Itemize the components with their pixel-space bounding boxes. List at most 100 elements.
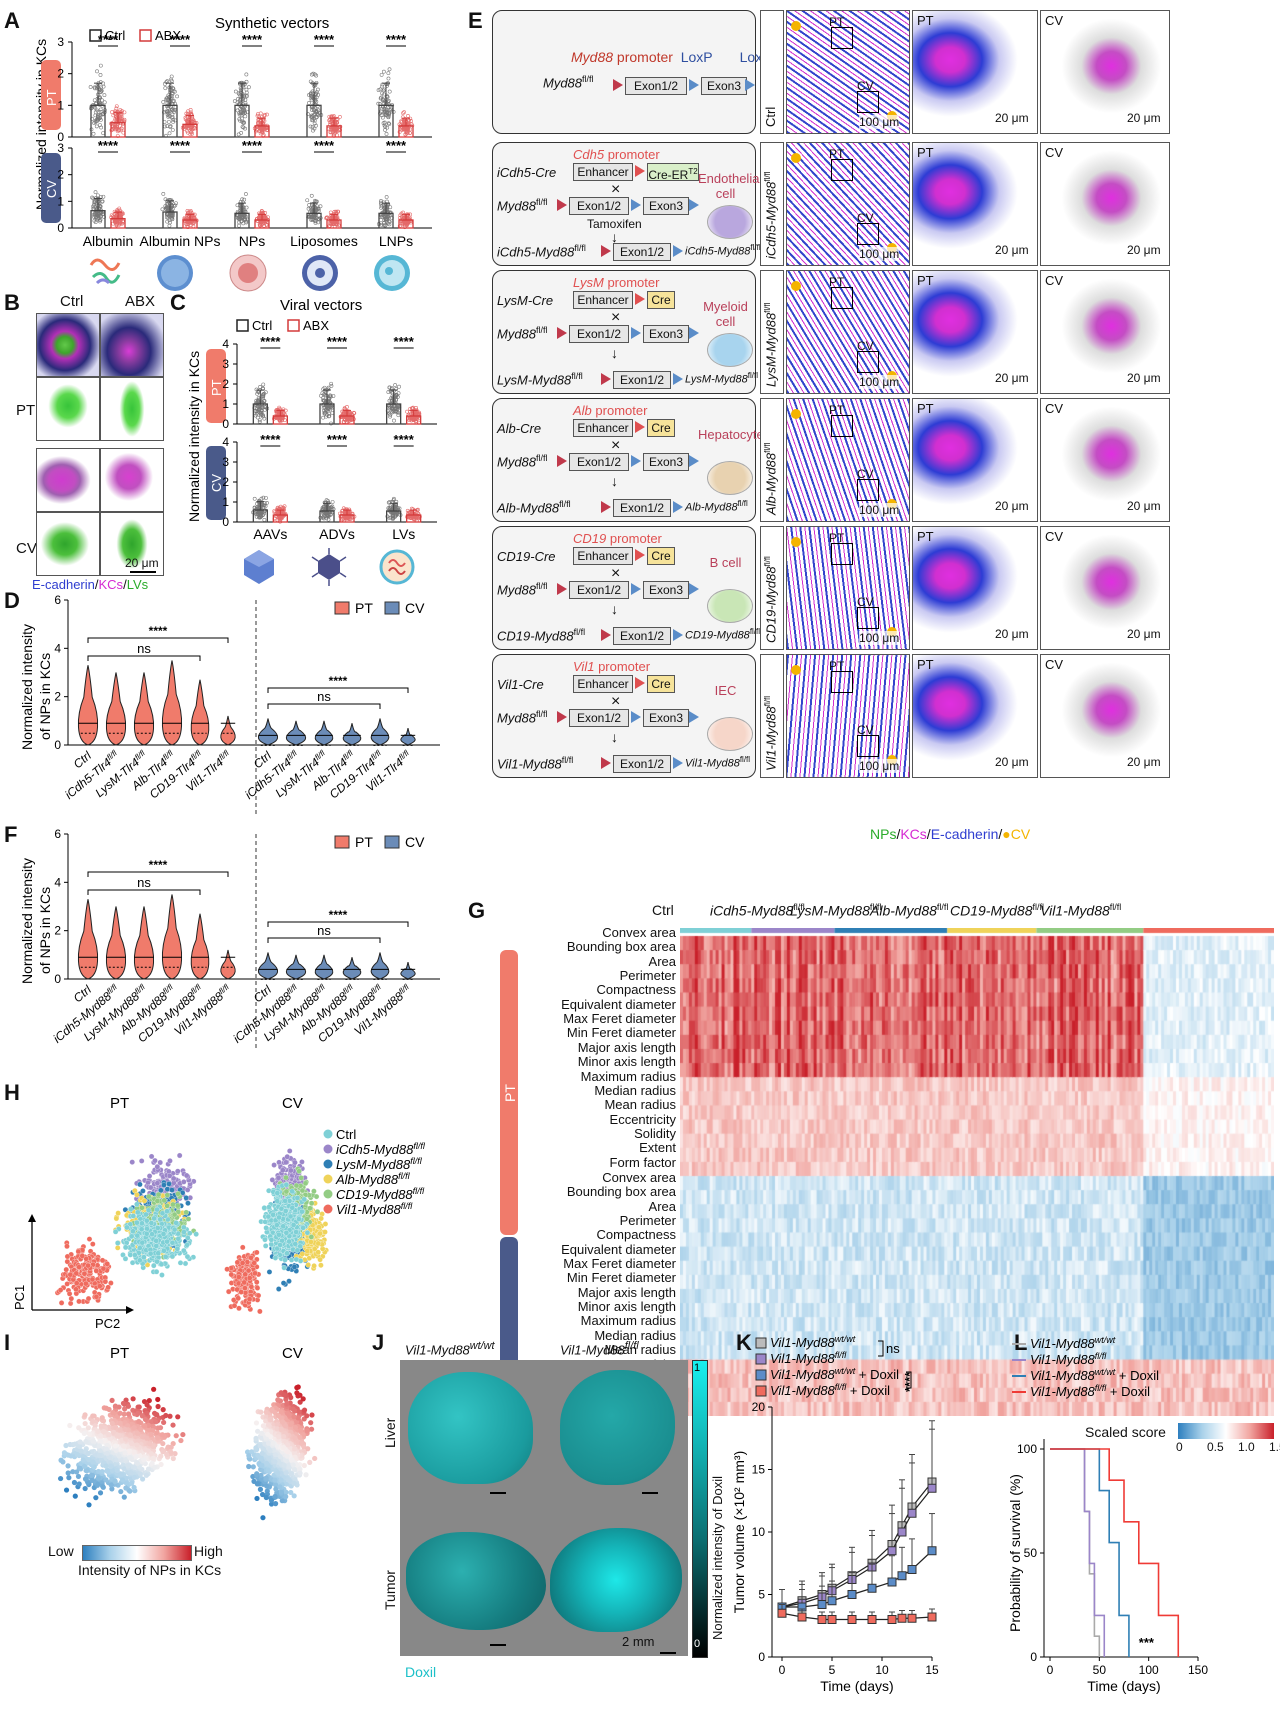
scatter-point — [248, 1255, 254, 1261]
scatter-point — [96, 1283, 103, 1289]
data-point — [309, 218, 314, 222]
scatter-point — [176, 1152, 183, 1159]
data-point — [406, 113, 410, 118]
scatter-point — [181, 1229, 187, 1235]
scatter-point — [148, 1220, 155, 1226]
data-point — [327, 114, 332, 119]
data-point — [91, 131, 96, 136]
data-point — [390, 517, 395, 521]
sig-label: **** — [327, 432, 348, 447]
data-point — [240, 197, 245, 202]
scatter-point — [292, 1159, 298, 1166]
micrograph-b-abx-pt-lv — [100, 377, 164, 441]
heatmap-feature-label: Perimeter — [619, 968, 676, 984]
data-point — [383, 223, 388, 227]
scatter-point — [246, 1296, 253, 1302]
enhancer-box: Enhancer — [573, 547, 633, 565]
panel-label-d: D — [4, 588, 20, 613]
data-point — [380, 215, 385, 219]
enhancer-box: Enhancer — [573, 163, 633, 181]
scatter-point — [164, 1192, 171, 1198]
data-point — [349, 417, 354, 422]
scatter-point — [75, 1248, 82, 1255]
data-point — [402, 110, 407, 115]
panel-h-pc1: PC1 — [12, 1285, 27, 1310]
data-point — [168, 124, 173, 129]
cv-roi-box — [857, 91, 879, 113]
scatter-point — [114, 1245, 121, 1251]
y-tick-label: 1 — [222, 495, 229, 509]
sig-label: **** — [394, 432, 415, 447]
heatmap-feature-label: Form factor — [609, 1154, 676, 1170]
tile-label: PT — [917, 529, 934, 544]
data-point — [321, 516, 326, 521]
heatmap-feature-label: Convex area — [602, 1169, 676, 1185]
data-point — [258, 411, 263, 416]
scatter-point — [134, 1192, 140, 1198]
heatmap-feature-label: Maximum radius — [580, 1068, 676, 1084]
violin-pt — [77, 665, 99, 746]
heatmap-feature-label: Area — [648, 953, 676, 969]
panel-c-chart: Viral vectors Ctrl ABX Normalized intens… — [186, 297, 437, 586]
data-point — [118, 116, 123, 121]
y-tick-label: 0 — [222, 515, 229, 529]
heatmap-group-label: Ctrl — [652, 902, 674, 918]
scatter-point — [276, 1159, 282, 1166]
arrow-down: ↓ — [611, 229, 618, 245]
scatter-point — [86, 1236, 93, 1242]
panel-e-legend: NPs/KCs/E-cadherin/●CV — [870, 826, 1031, 842]
data-point — [387, 213, 392, 218]
cre-box: Cre-ERT2 — [647, 163, 699, 182]
panel-f-legend-cv: CV — [405, 834, 425, 850]
scatter-point — [57, 1287, 64, 1293]
data-point — [383, 124, 388, 129]
scatter-point — [129, 1259, 136, 1266]
data-point — [160, 207, 165, 212]
row-label: Ctrl — [763, 106, 778, 127]
data-point — [311, 128, 315, 133]
data-point — [260, 128, 265, 133]
violin-pt — [105, 672, 127, 746]
data-point — [322, 411, 327, 416]
heatmap-feature-label: Min Feret diameter — [566, 1025, 676, 1041]
exon12-box: Exon1/2 — [569, 325, 629, 343]
data-point — [257, 407, 262, 411]
data-point — [260, 393, 265, 398]
violin-cv — [257, 952, 279, 980]
promoter-label: Vil1 promoter — [573, 659, 651, 674]
panel-a-categories: Albumin Albumin NPs NPs Liposomes LNPs — [83, 233, 413, 249]
data-point — [170, 128, 175, 132]
data-point — [405, 409, 409, 414]
heatmap-feature-label: Mean radius — [604, 1342, 676, 1358]
data-point — [329, 404, 334, 409]
violin-cv — [257, 718, 279, 746]
cre-line: Vil1-Cre — [497, 677, 544, 692]
micrograph-b-ctrl-cv-merge — [36, 448, 100, 512]
data-point — [238, 107, 243, 111]
data-point — [88, 85, 93, 89]
panel-h-pt: PT — [110, 1095, 129, 1112]
data-point — [392, 418, 396, 423]
data-point — [346, 515, 351, 520]
data-point — [98, 63, 103, 68]
data-point — [237, 112, 242, 117]
micrograph-cv: CV 20 μm — [1040, 142, 1170, 266]
micrograph-b-ctrl-pt-merge — [36, 313, 100, 377]
panel-f-ylabel2: of NPs in KCs — [37, 887, 53, 974]
data-point — [380, 91, 385, 96]
data-point — [191, 118, 196, 123]
tamoxifen-label: Tamoxifen — [587, 217, 642, 231]
scatter-point — [137, 1245, 143, 1251]
data-point — [325, 512, 330, 517]
data-point — [387, 222, 392, 227]
data-point — [169, 77, 173, 82]
scatter-point — [158, 1261, 165, 1268]
pt-roi-label: PT — [829, 531, 845, 545]
violin-pt — [190, 913, 210, 980]
cv-marker — [791, 665, 801, 675]
sig-label: **** — [327, 334, 348, 349]
heatmap-group-label: iCdh5-Myd88fl/fl — [710, 902, 805, 919]
scatter-point — [63, 1266, 69, 1273]
data-point — [307, 214, 312, 219]
